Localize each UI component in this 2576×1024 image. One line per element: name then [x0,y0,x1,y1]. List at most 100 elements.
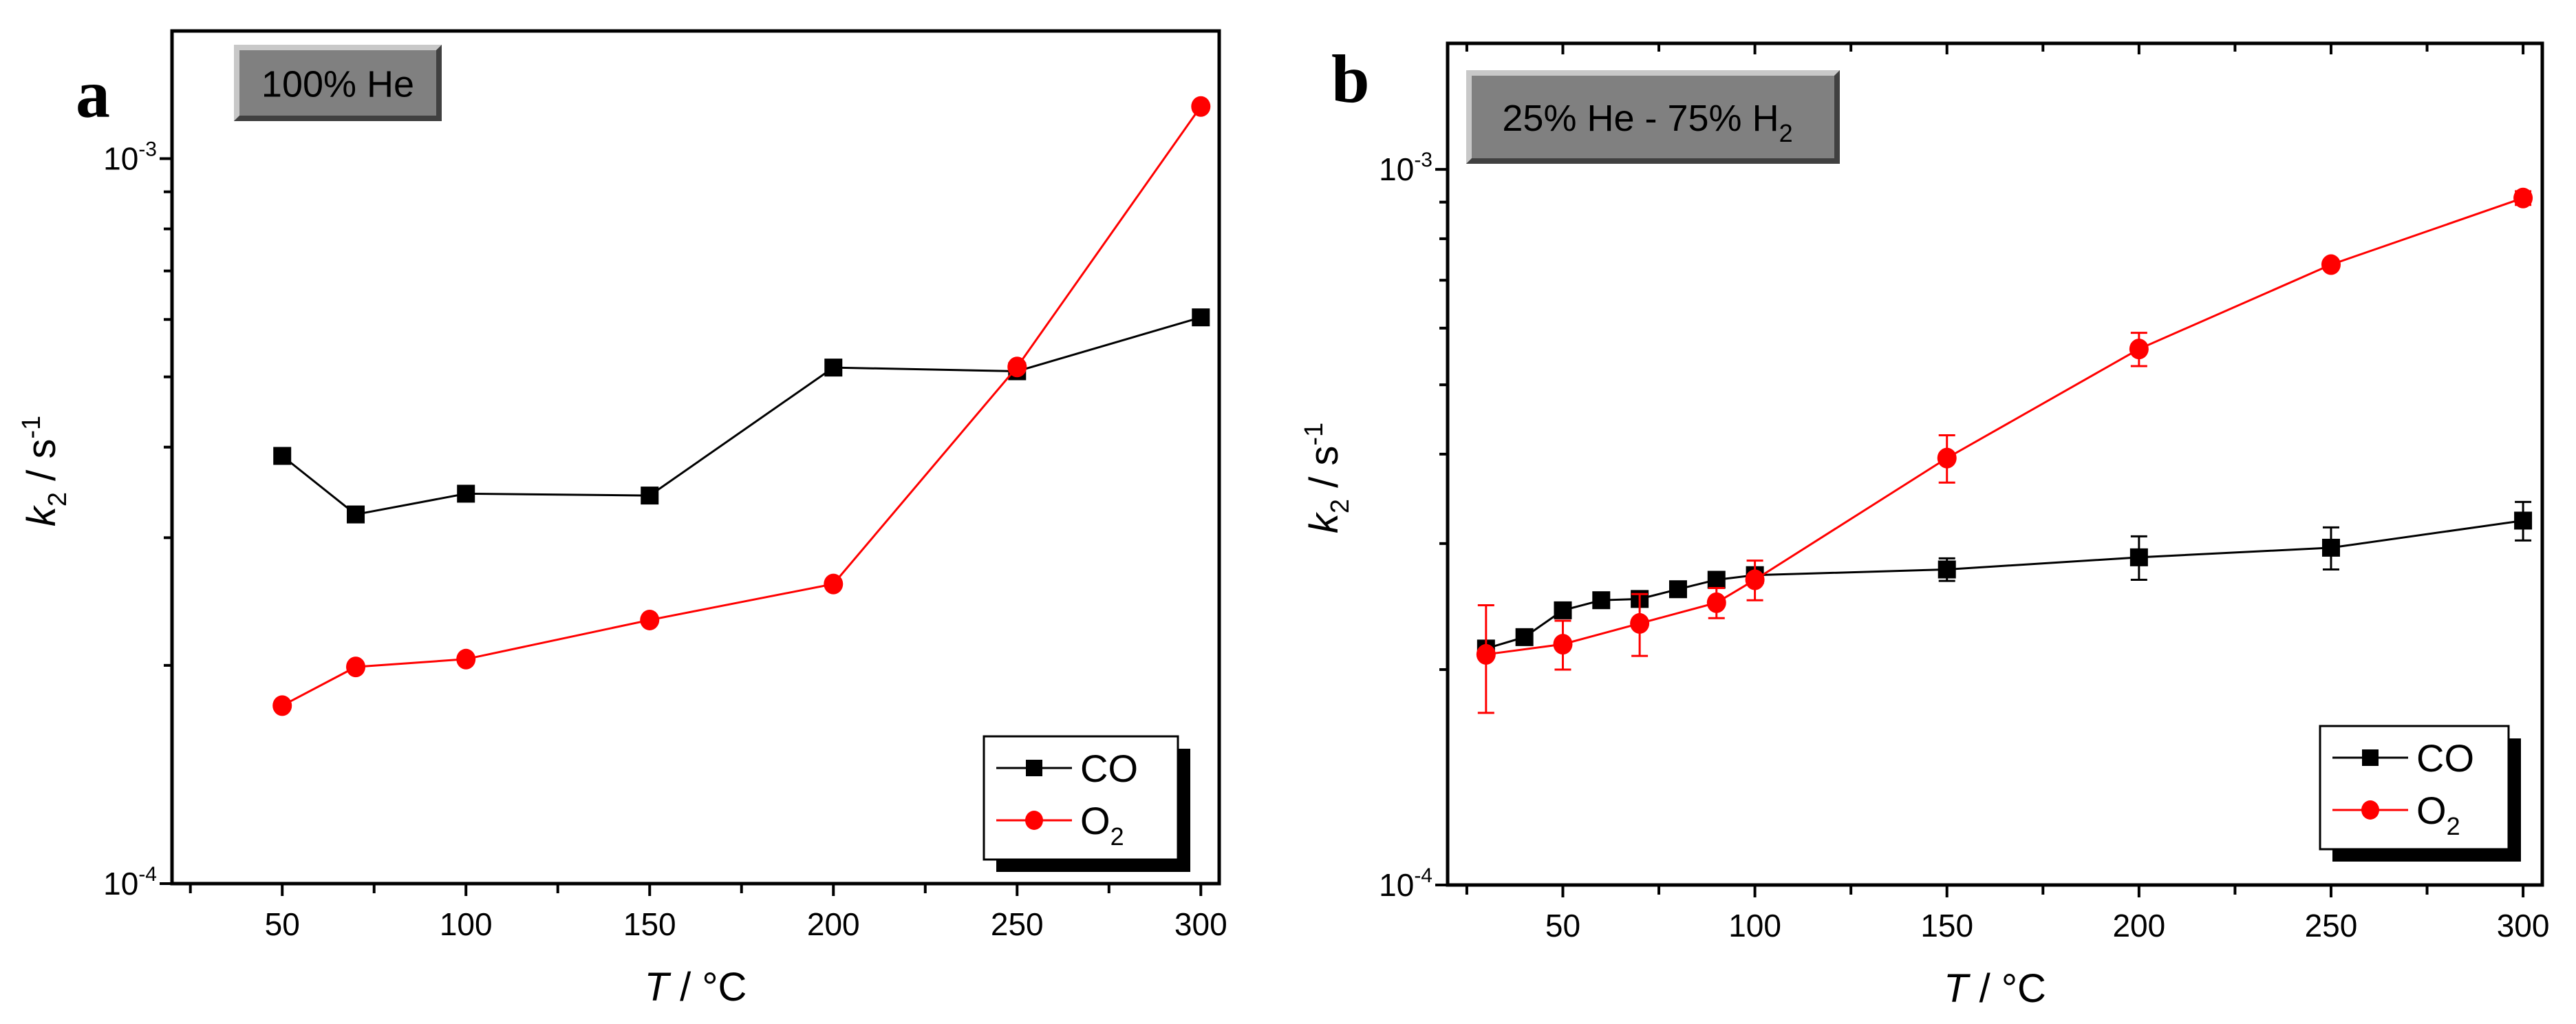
data-point [2513,187,2533,209]
y-axis-title: k2 / s-1 [17,416,72,526]
data-point [346,657,366,678]
y-title-sup: -1 [17,416,46,439]
x-tick-label: 100 [440,906,493,942]
legend: CO O2 [983,735,1190,872]
data-point [1630,612,1650,634]
data-point [1007,356,1027,378]
y-tick-exponent: -4 [138,863,157,886]
annotation-box [1466,70,1840,164]
x-tick-label: 150 [1920,908,1973,943]
data-point [824,573,844,595]
data-point [2129,339,2149,360]
data-point [272,695,292,716]
legend-marker [1025,811,1043,830]
data-point [456,648,476,670]
y-tick-base: 10 [103,141,138,177]
legend-text: O [2416,789,2447,832]
x-tick-label: 200 [807,906,860,942]
data-point [1937,447,1957,469]
x-tick-label: 250 [2305,908,2358,943]
y-tick-exponent: -3 [1414,149,1432,171]
plot-frame [1446,41,2544,887]
legend-marker [1026,760,1042,776]
x-tick-label: 50 [1545,908,1580,943]
data-point [640,609,660,630]
data-point [1554,601,1572,619]
data-point [457,484,475,503]
x-title-unit: / °C [669,965,747,1010]
legend-marker [2361,800,2379,820]
y-tick-label: 10-3 [1379,149,1432,187]
legend-text: CO [2416,736,2474,780]
plot-frame [170,29,1221,886]
legend-text: O [1080,799,1110,842]
series-o2 [272,96,1211,716]
data-point [1668,580,1687,599]
data-point [347,505,365,524]
y-title-sub: 2 [1326,499,1355,513]
x-axis-title: T / °C [1944,966,2046,1011]
x-tick-label: 50 [265,906,300,942]
y-tick-base: 10 [103,866,138,902]
series-line [281,105,1202,707]
legend-text: CO [1080,747,1138,790]
data-point [824,359,843,377]
annotation-text: 100% He [261,64,414,105]
annotation-sub: 2 [1779,119,1793,147]
data-point [2129,548,2148,566]
legend-label-co: CO [2416,736,2474,780]
data-point [1706,592,1726,613]
y-title-unit: / s [1302,446,1346,499]
data-point [1515,628,1534,646]
series-line [1485,197,2524,656]
series-co [273,308,1210,524]
panel-label: a [76,56,110,132]
data-point [1191,96,1211,117]
data-point [1938,560,1956,579]
y-title-unit: / s [19,439,64,492]
legend-box [983,735,1179,861]
series-o2 [1476,187,2533,714]
x-tick-label: 300 [1174,906,1227,942]
y-tick-label: 10-4 [1379,864,1432,903]
data-point [2321,538,2340,557]
y-title-sub: 2 [43,492,72,506]
x-title-var: T [1944,966,1971,1011]
y-tick-exponent: -4 [1414,864,1432,887]
y-tick-base: 10 [1379,867,1414,903]
y-tick-exponent: -3 [138,138,157,161]
data-point [1707,570,1726,589]
data-point [1553,634,1573,655]
legend-box [2319,725,2510,851]
annotation-text: 25% He - 75% H [1502,98,1779,139]
legend-sub: 2 [2447,812,2460,840]
annotation: 100% He [261,64,414,105]
series-co [1477,500,2533,658]
x-title-var: T [645,965,672,1010]
x-axis-title: T / °C [645,965,747,1010]
data-point [1476,643,1496,665]
panel-label: b [1331,41,1370,117]
legend-marker [2362,749,2379,766]
x-tick-label: 100 [1728,908,1781,943]
data-point [2514,511,2533,530]
y-tick-base: 10 [1379,151,1414,187]
x-title-unit: / °C [1968,966,2046,1011]
x-tick-label: 200 [2112,908,2165,943]
annotation: 25% He - 75% H2 [1502,98,1792,147]
legend-label-o2: O2 [2416,789,2460,840]
legend-sub: 2 [1110,822,1124,851]
x-tick-label: 300 [2497,908,2550,943]
data-point [273,447,292,465]
y-axis-title: k2 / s-1 [1300,423,1355,533]
data-point [1192,308,1210,327]
legend-label-o2: O2 [1080,799,1124,851]
data-point [641,487,659,505]
y-title-var: k [19,504,64,526]
x-tick-label: 150 [623,906,676,942]
data-point [2321,254,2341,275]
legend-label-co: CO [1080,747,1138,790]
